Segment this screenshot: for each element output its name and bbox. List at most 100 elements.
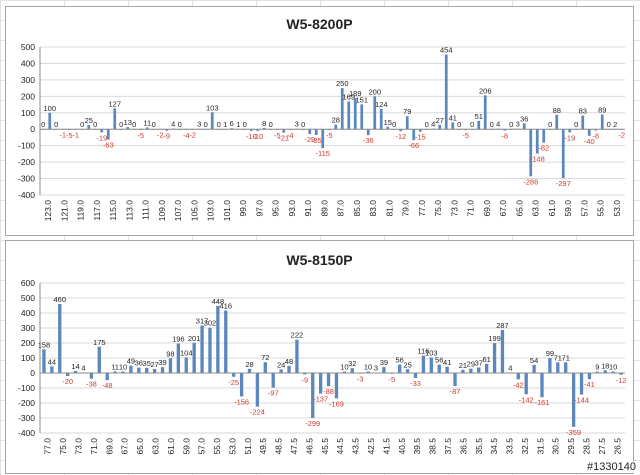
y-tick-label: -100: [18, 141, 35, 151]
data-label: 0: [470, 120, 474, 129]
data-label: 222: [291, 331, 304, 340]
data-label: -5: [462, 131, 469, 140]
bar: [282, 129, 286, 133]
data-label: -148: [530, 155, 545, 164]
data-label: 0: [509, 120, 513, 129]
bar: [594, 129, 598, 131]
bar: [106, 129, 110, 140]
data-label: 10: [609, 363, 617, 372]
data-label: 44: [48, 357, 56, 366]
bar: [48, 112, 52, 130]
bar: [561, 129, 565, 179]
y-tick-label: 0: [30, 124, 35, 134]
x-tick-label: 113.0: [124, 200, 134, 221]
x-tick-label: 111.0: [141, 200, 151, 220]
data-label: 0: [457, 120, 461, 129]
data-label: 0: [425, 120, 429, 129]
bar: [184, 357, 188, 373]
data-label: -4: [183, 131, 190, 140]
x-tick-label: 55.0: [596, 200, 606, 217]
x-tick-label: 117.0: [92, 200, 102, 221]
x-tick-label: 121.0: [59, 200, 69, 222]
data-label: 10: [364, 363, 372, 372]
data-label: 454: [440, 46, 453, 55]
data-label: 28: [245, 360, 253, 369]
data-label: 0: [93, 120, 97, 129]
data-label: 48: [285, 357, 293, 366]
bar: [445, 366, 449, 373]
data-label: -161: [534, 398, 549, 407]
data-label: -21: [278, 134, 289, 143]
x-tick-label: 69.0: [482, 200, 492, 217]
bar: [311, 373, 315, 418]
data-label: 9: [595, 363, 599, 372]
x-tick-label: 81.0: [384, 200, 394, 217]
bar: [516, 373, 520, 380]
bar: [126, 127, 130, 130]
x-tick-label: 35.5: [474, 438, 484, 455]
x-tick-label: 85.0: [352, 200, 362, 217]
x-tick-label: 40.5: [397, 438, 407, 455]
y-tick-label: 100: [21, 108, 35, 118]
data-label: 196: [172, 335, 185, 344]
data-label: 13: [124, 118, 132, 127]
bar: [224, 310, 228, 373]
bar: [152, 368, 157, 373]
bar: [168, 358, 173, 373]
data-label: -297: [556, 179, 571, 188]
data-label: -10: [252, 132, 263, 141]
bar: [542, 129, 546, 143]
bar: [540, 373, 544, 398]
data-label: 448: [212, 297, 225, 306]
data-label: 103: [425, 349, 438, 358]
data-label: -8: [501, 132, 508, 141]
x-tick-label: 26.5: [612, 438, 622, 455]
bar: [366, 129, 370, 136]
bar: [418, 129, 422, 132]
x-tick-label: 31.5: [535, 438, 545, 455]
data-label: 49: [127, 357, 135, 366]
data-label: -82: [538, 144, 549, 153]
x-tick-label: 48.5: [274, 438, 284, 455]
data-label: -9: [301, 375, 308, 384]
data-label: -299: [305, 419, 320, 428]
bar: [262, 127, 266, 130]
data-label: 201: [188, 334, 201, 343]
data-label: 0: [607, 120, 611, 129]
data-label: -4: [287, 131, 294, 140]
bar: [334, 124, 338, 130]
bar: [113, 371, 117, 373]
y-tick-label: 600: [21, 278, 35, 288]
bar: [412, 129, 416, 141]
data-label: 39: [158, 358, 166, 367]
data-label: -8: [592, 132, 599, 141]
bar: [287, 365, 291, 373]
data-label: -115: [316, 149, 330, 158]
chart-panel-w5-8200p[interactable]: W5-8200P -400 -300 -200 -100 0 100 200 300 400 500…: [5, 6, 634, 236]
data-label: 302: [204, 319, 217, 328]
bar: [129, 365, 133, 373]
data-label: 199: [488, 334, 501, 343]
data-label: -224: [250, 408, 265, 417]
x-tick-label: 57.0: [579, 200, 589, 217]
bar: [326, 373, 331, 387]
bar: [321, 129, 325, 149]
data-label: -5: [326, 131, 333, 140]
data-label: 27: [436, 116, 444, 125]
bar: [360, 104, 364, 130]
data-label: -66: [408, 141, 419, 150]
x-tick-label: 65.0: [514, 200, 524, 217]
bar: [113, 108, 117, 130]
data-label: 0: [119, 120, 123, 129]
x-tick-label: 53.0: [227, 438, 237, 455]
data-label: -5: [66, 131, 73, 140]
x-tick-label: 51.0: [243, 438, 253, 455]
bar: [176, 343, 181, 373]
data-label: 0: [152, 120, 156, 129]
chart-panel-w5-8150p[interactable]: W5-8150P -400 -300 -200 -100 0 100 200 300 400 500…: [5, 240, 634, 474]
y-tick-label: 400: [21, 58, 35, 68]
data-label: 37: [475, 358, 483, 367]
data-label: 127: [108, 99, 121, 108]
data-label: 250: [336, 79, 349, 88]
data-label: 0: [41, 120, 45, 129]
